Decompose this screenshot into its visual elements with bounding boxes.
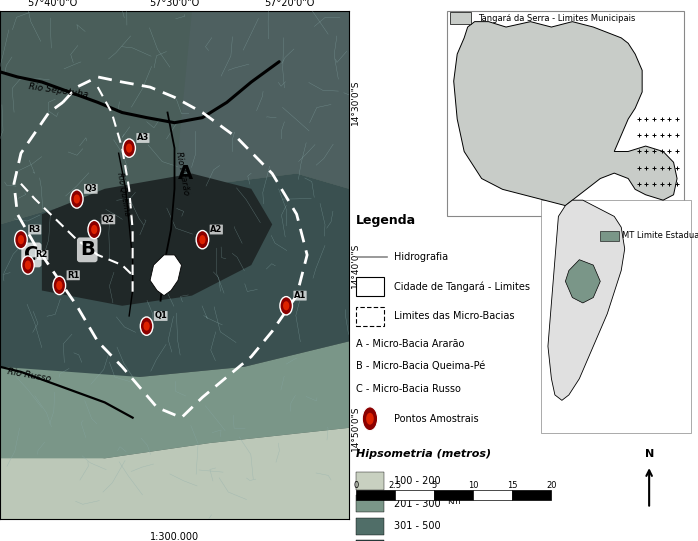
- Circle shape: [53, 276, 66, 295]
- Text: 5: 5: [431, 481, 437, 490]
- Bar: [512, 490, 551, 500]
- Polygon shape: [565, 260, 600, 303]
- Text: 100 - 200: 100 - 200: [394, 476, 441, 486]
- Circle shape: [362, 407, 378, 431]
- Text: 10: 10: [468, 481, 479, 490]
- Polygon shape: [0, 11, 349, 225]
- Text: 1:300.000: 1:300.000: [150, 532, 199, 541]
- Circle shape: [91, 225, 98, 234]
- Bar: [447, 11, 684, 216]
- Polygon shape: [150, 255, 181, 295]
- Circle shape: [140, 317, 153, 335]
- Bar: [450, 12, 471, 24]
- Circle shape: [88, 220, 101, 239]
- Polygon shape: [548, 200, 625, 400]
- Text: R3: R3: [29, 225, 41, 234]
- Circle shape: [70, 190, 83, 208]
- Bar: [473, 490, 512, 500]
- Circle shape: [15, 230, 27, 249]
- Text: 57°30'0"O: 57°30'0"O: [149, 0, 200, 8]
- Polygon shape: [454, 22, 677, 206]
- Bar: [356, 518, 384, 535]
- Bar: [434, 490, 473, 500]
- Polygon shape: [42, 174, 272, 306]
- Bar: [395, 490, 434, 500]
- Bar: [356, 490, 395, 500]
- Circle shape: [126, 143, 132, 153]
- Circle shape: [144, 321, 149, 331]
- Text: Q3: Q3: [84, 184, 97, 193]
- Circle shape: [123, 139, 135, 157]
- Text: Limites das Micro-Bacias: Limites das Micro-Bacias: [394, 312, 515, 321]
- Bar: [356, 472, 384, 490]
- Bar: [356, 495, 384, 512]
- Text: Rio Sepotuba: Rio Sepotuba: [28, 82, 89, 99]
- Circle shape: [283, 301, 290, 311]
- Text: Q1: Q1: [154, 312, 167, 320]
- Text: Cidade de Tangará - Limites: Cidade de Tangará - Limites: [394, 281, 530, 292]
- Text: 301 - 500: 301 - 500: [394, 522, 441, 531]
- Text: 15: 15: [507, 481, 518, 490]
- Text: 14°40'0"S: 14°40'0"S: [350, 242, 359, 288]
- Circle shape: [56, 281, 63, 290]
- Bar: [600, 231, 620, 241]
- Circle shape: [22, 256, 34, 274]
- Text: 2.5: 2.5: [389, 481, 401, 490]
- Text: 14°50'0"S: 14°50'0"S: [350, 405, 359, 451]
- Text: Pontos Amostrais: Pontos Amostrais: [394, 414, 479, 424]
- Text: Hidrografia: Hidrografia: [394, 252, 449, 262]
- Circle shape: [366, 413, 374, 425]
- Text: 20: 20: [546, 481, 557, 490]
- Text: Tangará da Serra - Limites Municipais: Tangará da Serra - Limites Municipais: [478, 14, 635, 23]
- Circle shape: [25, 261, 31, 269]
- Text: A - Micro-Bacia Ararão: A - Micro-Bacia Ararão: [356, 339, 464, 348]
- Polygon shape: [0, 174, 349, 377]
- Text: 14°30'0"S: 14°30'0"S: [350, 80, 359, 125]
- Circle shape: [200, 235, 205, 244]
- Text: C - Micro-Bacia Russo: C - Micro-Bacia Russo: [356, 384, 461, 394]
- Text: A2: A2: [210, 225, 223, 234]
- Text: B: B: [80, 240, 95, 259]
- Text: MT Limite Estadual: MT Limite Estadual: [622, 232, 698, 240]
- Text: N: N: [644, 449, 654, 459]
- Text: Rio Russo: Rio Russo: [7, 367, 52, 384]
- Text: Rio Ararão: Rio Ararão: [174, 151, 191, 196]
- Circle shape: [18, 235, 24, 244]
- Text: C: C: [24, 246, 38, 265]
- Bar: [356, 540, 384, 541]
- Text: 201 - 300: 201 - 300: [394, 499, 441, 509]
- Text: Hipsometria (metros): Hipsometria (metros): [356, 449, 491, 459]
- Text: A1: A1: [294, 291, 306, 300]
- Circle shape: [74, 194, 80, 203]
- Text: R2: R2: [36, 250, 48, 260]
- Polygon shape: [0, 428, 349, 519]
- Text: 0: 0: [353, 481, 359, 490]
- Text: Km: Km: [447, 497, 461, 506]
- Text: 57°40'0"O: 57°40'0"O: [27, 0, 77, 8]
- Circle shape: [196, 230, 209, 249]
- Text: 57°20'0"O: 57°20'0"O: [265, 0, 315, 8]
- Text: Legenda: Legenda: [356, 214, 416, 227]
- Text: A: A: [177, 164, 193, 183]
- Bar: [356, 277, 384, 296]
- Text: Q2: Q2: [102, 215, 114, 224]
- Text: Rio Queimá: Rio Queimá: [115, 171, 132, 216]
- Text: R1: R1: [67, 271, 80, 280]
- Bar: [356, 307, 384, 326]
- Polygon shape: [0, 341, 349, 458]
- Polygon shape: [174, 11, 349, 189]
- Bar: [541, 200, 691, 433]
- Circle shape: [280, 296, 292, 315]
- Text: B - Micro-Bacia Queima-Pé: B - Micro-Bacia Queima-Pé: [356, 361, 485, 371]
- Text: A3: A3: [137, 134, 149, 142]
